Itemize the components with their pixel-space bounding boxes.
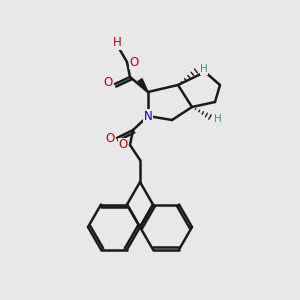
Text: O: O [118,139,127,152]
Polygon shape [138,79,148,92]
Text: H: H [200,64,208,74]
Text: H: H [214,114,222,124]
Text: O: O [129,56,139,68]
Text: O: O [103,76,112,89]
Text: O: O [105,131,115,145]
Text: H: H [112,37,122,50]
Text: N: N [144,110,152,122]
